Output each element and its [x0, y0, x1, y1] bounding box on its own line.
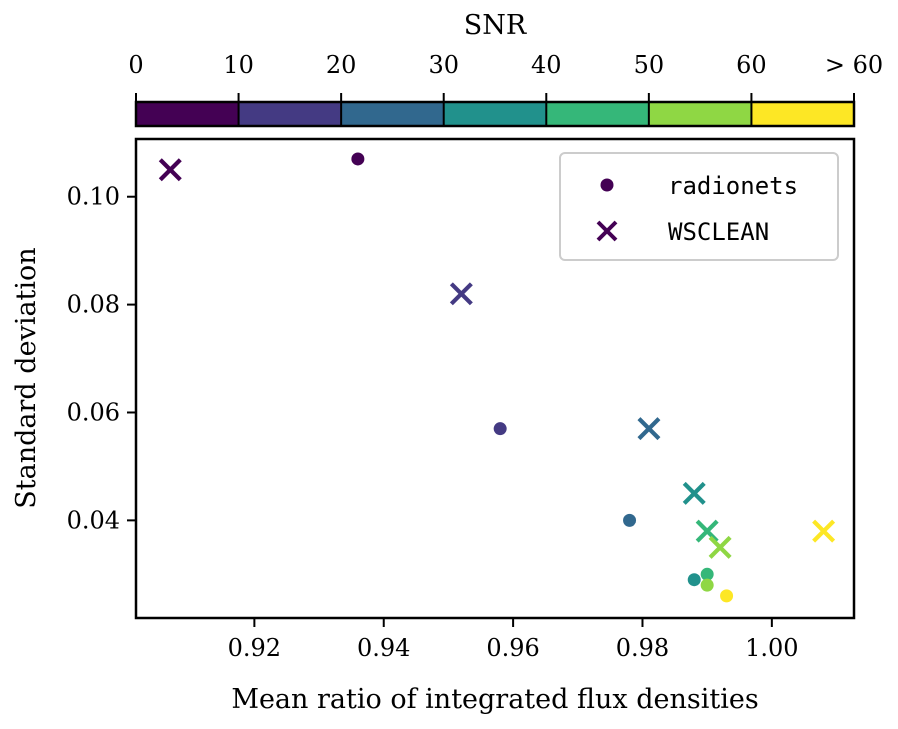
- colorbar-segment: [546, 102, 650, 126]
- colorbar-tick-label: 60: [736, 51, 767, 79]
- colorbar-tick-label: 10: [223, 51, 254, 79]
- axes-frame: [134, 137, 856, 620]
- colorbar-segment: [751, 102, 855, 126]
- colorbar-segment: [443, 102, 547, 126]
- colorbar-segment: [648, 102, 752, 126]
- radionets-point: [687, 573, 701, 587]
- y-axis-label: Standard deviation: [11, 247, 42, 508]
- wsclean-point: [695, 519, 719, 543]
- colorbar-segment: [341, 102, 445, 126]
- radionets-point: [700, 578, 714, 592]
- x-tick-label: 0.94: [357, 634, 410, 662]
- colorbar-tick-label: 30: [428, 51, 459, 79]
- x-tick-label: 0.96: [486, 634, 539, 662]
- legend-radionets-label: radionets: [668, 172, 798, 200]
- wsclean-point: [812, 519, 836, 543]
- colorbar-tick-label: 0: [128, 51, 143, 79]
- x-axis: 0.92 0.94 0.96 0.98 1.00: [228, 618, 799, 662]
- colorbar-tick-label: 20: [326, 51, 357, 79]
- y-tick-label: 0.08: [67, 291, 120, 319]
- legend-wsclean-label: WSCLEAN: [668, 218, 769, 246]
- wsclean-point: [708, 535, 732, 559]
- legend: radionets WSCLEAN: [559, 152, 839, 261]
- x-tick-label: 0.92: [228, 634, 281, 662]
- colorbar-tick-label: 40: [531, 51, 562, 79]
- legend-radionets-marker: [600, 178, 614, 192]
- plot-area: [158, 152, 836, 603]
- wsclean-point: [158, 158, 182, 182]
- colorbar-segment: [136, 102, 240, 126]
- wsclean-point: [682, 481, 706, 505]
- legend-box: [559, 152, 839, 261]
- y-axis: 0.04 0.06 0.08 0.10: [67, 183, 136, 534]
- radionets-point: [493, 422, 507, 436]
- wsclean-point: [449, 282, 473, 306]
- colorbar-tick-label: > 60: [825, 51, 883, 79]
- y-tick-label: 0.10: [67, 183, 120, 211]
- legend-wsclean-marker: [596, 220, 618, 242]
- radionets-point: [720, 589, 734, 603]
- wsclean-point: [637, 417, 661, 441]
- x-tick-label: 1.00: [745, 634, 798, 662]
- radionets-point: [700, 567, 714, 581]
- colorbar-tick-label: 50: [634, 51, 665, 79]
- x-tick-label: 0.98: [616, 634, 669, 662]
- colorbar-segment: [238, 102, 342, 126]
- colorbar: SNR 0 10 20 30 40 50 60 > 60: [128, 10, 883, 128]
- radionets-point: [623, 513, 637, 527]
- y-tick-label: 0.04: [67, 506, 120, 534]
- y-tick-label: 0.06: [67, 398, 120, 426]
- x-axis-label: Mean ratio of integrated flux densities: [231, 684, 758, 715]
- colorbar-label: SNR: [464, 10, 527, 41]
- radionets-point: [351, 152, 365, 166]
